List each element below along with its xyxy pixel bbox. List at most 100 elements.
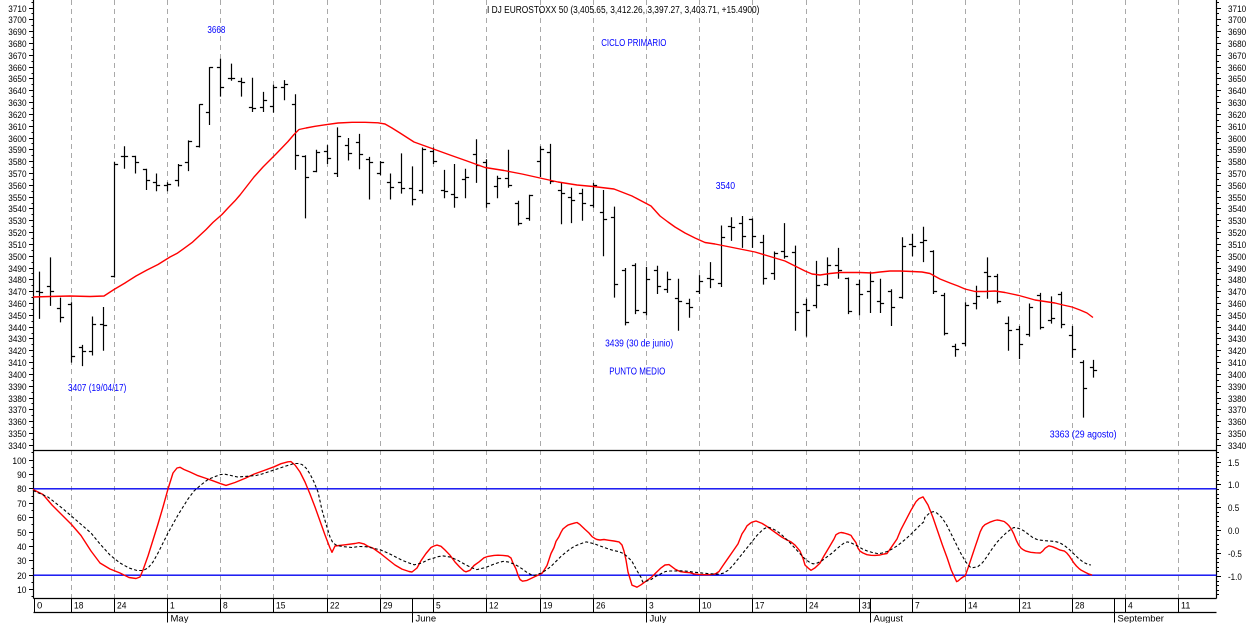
svg-text:3570: 3570 [1228, 169, 1246, 180]
svg-text:3480: 3480 [1228, 275, 1246, 286]
svg-text:3690: 3690 [8, 27, 26, 38]
svg-text:3540: 3540 [1228, 204, 1246, 215]
svg-text:-1.0: -1.0 [1228, 572, 1242, 583]
svg-text:70: 70 [17, 499, 26, 510]
svg-text:3668: 3668 [207, 25, 225, 36]
svg-text:20: 20 [17, 571, 26, 582]
svg-text:3510: 3510 [8, 240, 26, 251]
svg-text:26: 26 [596, 601, 605, 612]
svg-text:0: 0 [37, 601, 42, 612]
svg-text:24: 24 [809, 601, 818, 612]
svg-text:3460: 3460 [1228, 299, 1246, 310]
svg-text:3690: 3690 [1228, 27, 1246, 38]
svg-text:3: 3 [649, 601, 654, 612]
svg-text:3560: 3560 [1228, 181, 1246, 192]
svg-text:3440: 3440 [1228, 323, 1246, 334]
svg-text:PUNTO MEDIO: PUNTO MEDIO [609, 367, 665, 378]
svg-text:7: 7 [915, 601, 920, 612]
svg-text:3430: 3430 [1228, 334, 1246, 345]
svg-text:3610: 3610 [1228, 122, 1246, 133]
svg-text:I DJ EUROSTOXX 50 (3,405.65, 3: I DJ EUROSTOXX 50 (3,405.65, 3,412.26, 3… [487, 5, 759, 16]
svg-text:3590: 3590 [8, 145, 26, 156]
svg-text:3480: 3480 [8, 275, 26, 286]
svg-text:3570: 3570 [8, 169, 26, 180]
svg-text:September: September [1118, 614, 1164, 624]
svg-text:3710: 3710 [8, 4, 26, 15]
svg-text:17: 17 [755, 601, 764, 612]
svg-text:24: 24 [117, 601, 126, 612]
svg-text:90: 90 [17, 470, 26, 481]
svg-text:8: 8 [223, 601, 228, 612]
svg-text:29: 29 [383, 601, 392, 612]
svg-text:3590: 3590 [1228, 145, 1246, 156]
svg-text:1.5: 1.5 [1228, 458, 1239, 469]
svg-text:3390: 3390 [8, 382, 26, 393]
svg-text:3530: 3530 [8, 216, 26, 227]
svg-text:22: 22 [330, 601, 339, 612]
svg-text:-0.5: -0.5 [1228, 549, 1242, 560]
svg-text:50: 50 [17, 528, 26, 539]
svg-text:3460: 3460 [8, 299, 26, 310]
svg-text:3380: 3380 [1228, 394, 1246, 405]
svg-text:3540: 3540 [8, 204, 26, 215]
svg-text:3520: 3520 [1228, 228, 1246, 239]
svg-text:10: 10 [17, 585, 26, 596]
svg-text:3363 (29 agosto): 3363 (29 agosto) [1050, 430, 1117, 441]
svg-text:3650: 3650 [1228, 74, 1246, 85]
svg-text:3360: 3360 [8, 417, 26, 428]
svg-text:August: August [874, 614, 904, 624]
svg-text:1: 1 [170, 601, 175, 612]
svg-text:3420: 3420 [8, 346, 26, 357]
svg-text:14: 14 [968, 601, 977, 612]
svg-text:3370: 3370 [1228, 405, 1246, 416]
svg-text:3670: 3670 [8, 51, 26, 62]
svg-text:3680: 3680 [8, 39, 26, 50]
svg-text:40: 40 [17, 542, 26, 553]
svg-text:4: 4 [1128, 601, 1133, 612]
svg-text:3490: 3490 [8, 264, 26, 275]
svg-text:3560: 3560 [8, 181, 26, 192]
svg-text:3420: 3420 [1228, 346, 1246, 357]
svg-text:3640: 3640 [8, 86, 26, 97]
svg-text:0.0: 0.0 [1228, 526, 1239, 537]
svg-text:3600: 3600 [8, 134, 26, 145]
svg-text:3540: 3540 [716, 181, 736, 192]
svg-text:3630: 3630 [1228, 98, 1246, 109]
svg-text:0.5: 0.5 [1228, 503, 1239, 514]
svg-text:3700: 3700 [8, 15, 26, 26]
svg-text:3380: 3380 [8, 394, 26, 405]
svg-text:3710: 3710 [1228, 4, 1246, 15]
svg-text:3470: 3470 [8, 287, 26, 298]
svg-text:3400: 3400 [1228, 370, 1246, 381]
svg-text:21: 21 [1022, 601, 1031, 612]
svg-text:60: 60 [17, 513, 26, 524]
svg-text:3600: 3600 [1228, 134, 1246, 145]
svg-text:3450: 3450 [1228, 311, 1246, 322]
svg-text:3430: 3430 [8, 334, 26, 345]
svg-text:3680: 3680 [1228, 39, 1246, 50]
svg-text:28: 28 [1075, 601, 1084, 612]
svg-text:30: 30 [17, 556, 26, 567]
svg-text:19: 19 [543, 601, 552, 612]
svg-text:3700: 3700 [1228, 15, 1246, 26]
svg-text:100: 100 [12, 456, 26, 467]
svg-text:June: June [416, 614, 437, 624]
svg-text:3500: 3500 [8, 252, 26, 263]
svg-text:15: 15 [276, 601, 285, 612]
svg-text:3630: 3630 [8, 98, 26, 109]
svg-text:3670: 3670 [1228, 51, 1246, 62]
svg-text:5: 5 [436, 601, 441, 612]
svg-text:3390: 3390 [1228, 382, 1246, 393]
svg-text:3550: 3550 [1228, 193, 1246, 204]
svg-text:3450: 3450 [8, 311, 26, 322]
svg-text:3360: 3360 [1228, 417, 1246, 428]
svg-text:3370: 3370 [8, 405, 26, 416]
svg-text:3340: 3340 [1228, 441, 1246, 452]
svg-text:12: 12 [489, 601, 498, 612]
svg-text:3620: 3620 [1228, 110, 1246, 121]
svg-text:3580: 3580 [8, 157, 26, 168]
svg-text:3350: 3350 [1228, 429, 1246, 440]
svg-text:31: 31 [862, 601, 871, 612]
svg-text:3490: 3490 [1228, 264, 1246, 275]
svg-text:May: May [171, 614, 189, 624]
